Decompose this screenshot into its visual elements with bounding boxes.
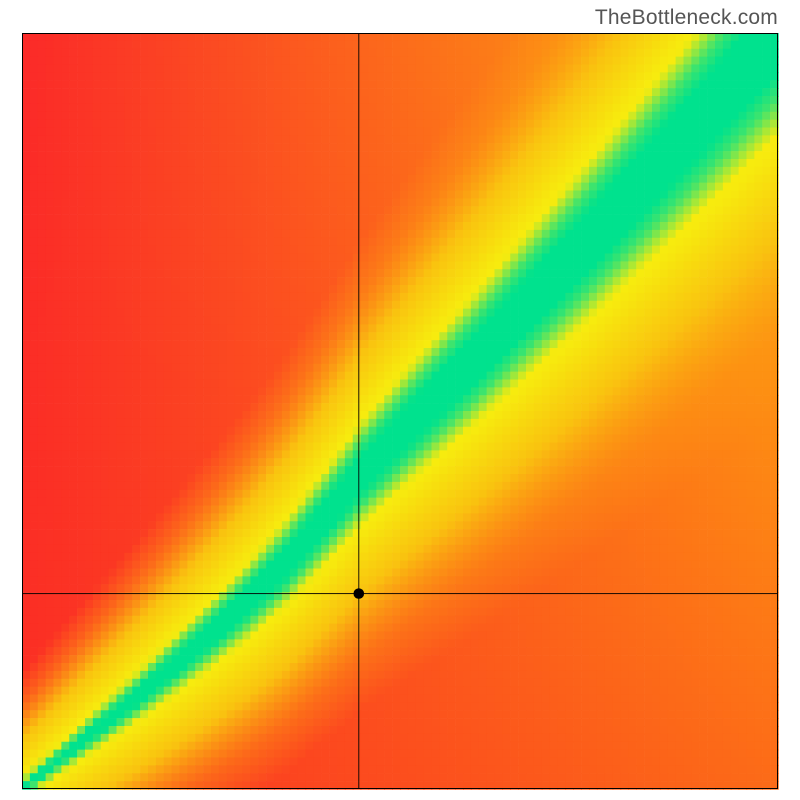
watermark-text: TheBottleneck.com	[595, 6, 778, 30]
heatmap-canvas	[0, 0, 800, 800]
chart-container: TheBottleneck.com	[0, 0, 800, 800]
